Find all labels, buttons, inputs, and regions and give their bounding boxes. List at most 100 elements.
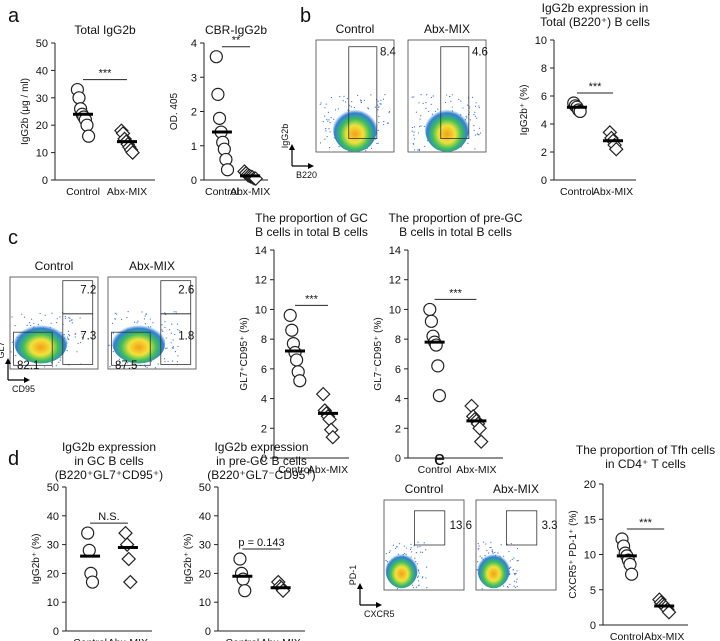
y-tick-label: 8: [541, 63, 547, 75]
flow-event-dot: [490, 546, 492, 548]
chart-title-line: CBR-IgG2b: [205, 23, 267, 37]
flow-event-dot: [10, 351, 12, 353]
flow-event-dot: [322, 121, 324, 123]
flow-event-dot: [503, 585, 505, 587]
flow-event-dot: [28, 322, 31, 324]
flow-event-dot: [513, 572, 516, 575]
flow-gate: [160, 313, 192, 365]
y-tick-label: 10: [535, 35, 547, 47]
flow-plot: 13.6 Control: [383, 482, 472, 591]
y-axis-label: CXCR5⁺ PD-1⁺ (%): [568, 510, 579, 598]
flow-event-dot: [172, 346, 174, 348]
flow-event-dot: [413, 126, 416, 128]
flow-event-dot: [465, 115, 467, 118]
y-tick-label: 30: [47, 540, 59, 552]
flow-event-dot: [382, 123, 385, 126]
flow-event-dot: [415, 552, 418, 554]
flow-event-dot: [413, 143, 415, 145]
significance-label: ***: [99, 68, 113, 80]
significance-label: ***: [305, 293, 319, 305]
data-point-control: [624, 567, 639, 581]
y-tick-label: 4: [261, 394, 267, 406]
flow-event-dot: [413, 545, 415, 547]
flow-event-dot: [173, 311, 175, 313]
data-point-abx: [472, 420, 487, 436]
flow-event-dot: [68, 333, 70, 336]
y-tick-label: 14: [255, 245, 267, 257]
flow-event-dot: [81, 333, 83, 335]
data-point-abx: [119, 537, 135, 552]
flow-event-dot: [163, 358, 166, 360]
flow-event-dot: [143, 318, 146, 320]
flow-event-dot: [478, 545, 480, 547]
y-tick-label: 4: [541, 119, 547, 131]
data-point-control: [209, 50, 223, 64]
flow-event-dot: [513, 585, 515, 587]
flow-event-dot: [114, 312, 116, 314]
flow-event-dot: [379, 103, 381, 105]
flow-event-dot: [475, 102, 477, 104]
flow-gate: [505, 510, 538, 546]
flow-event-dot: [388, 111, 391, 113]
chart-title-line: Total IgG2b: [74, 23, 136, 37]
flow-event-dot: [476, 569, 478, 571]
flow-event-dot: [81, 336, 83, 338]
panel-letter-c: c: [8, 227, 18, 249]
flow-event-dot: [409, 548, 412, 551]
x-category-label: Abx-MIX: [456, 464, 496, 476]
flow-event-dot: [55, 321, 58, 324]
flow-event-dot: [386, 122, 389, 124]
flow-gate: [348, 46, 378, 139]
chart-title-line: in pre-GC B cells: [216, 454, 307, 468]
flow-event-dot: [326, 135, 328, 138]
flow-event-dot: [420, 94, 422, 96]
y-tick-label: 2: [541, 147, 547, 159]
data-point-abx: [125, 145, 140, 160]
flow-event-dot: [396, 588, 399, 590]
flow-event-dot: [417, 575, 419, 577]
significance-label: ***: [639, 517, 653, 529]
flow-event-dot: [15, 354, 17, 357]
flow-event-dot: [77, 342, 79, 345]
flow-event-dot: [178, 330, 180, 332]
data-point-control: [81, 129, 96, 143]
flow-event-dot: [175, 311, 177, 313]
flow-event-dot: [485, 543, 487, 545]
y-tick-label: 20: [584, 479, 596, 491]
flow-event-dot: [71, 319, 73, 321]
flow-density-cloud: [477, 552, 510, 589]
flow-event-dot: [21, 313, 23, 315]
flow-event-dot: [120, 318, 123, 321]
y-tick-label: 40: [36, 65, 48, 77]
flow-event-dot: [377, 109, 379, 111]
y-tick-label: 15: [584, 514, 596, 526]
flow-event-dot: [31, 318, 33, 320]
flow-event-dot: [152, 322, 154, 324]
flow-event-dot: [70, 319, 72, 321]
x-category-label: Control: [205, 186, 239, 198]
flow-event-dot: [127, 362, 129, 364]
data-point-abx: [464, 398, 479, 414]
flow-event-dot: [60, 357, 62, 359]
flow-event-dot: [388, 551, 391, 554]
flow-event-dot: [516, 560, 518, 562]
data-point-abx: [661, 604, 677, 620]
flow-event-dot: [514, 574, 516, 576]
flow-event-dot: [467, 104, 469, 106]
x-category-label: Abx-MIX: [308, 464, 348, 476]
flow-event-dot: [165, 337, 167, 339]
data-point-control: [432, 389, 446, 403]
flow-event-dot: [394, 547, 397, 550]
flow-gate: [440, 46, 470, 139]
flow-event-dot: [328, 119, 330, 121]
flow-event-dot: [417, 541, 419, 543]
y-axis-label: GL7⁺CD95⁺ (%): [239, 317, 250, 390]
flow-event-dot: [177, 345, 179, 348]
flow-event-dot: [420, 125, 422, 127]
flow-event-dot: [516, 570, 518, 572]
flow-density-cloud: [112, 323, 166, 364]
flow-event-dot: [474, 105, 477, 107]
flow-event-dot: [171, 323, 173, 325]
data-point-control: [80, 118, 94, 132]
x-category-label: Abx-MIX: [230, 186, 270, 198]
